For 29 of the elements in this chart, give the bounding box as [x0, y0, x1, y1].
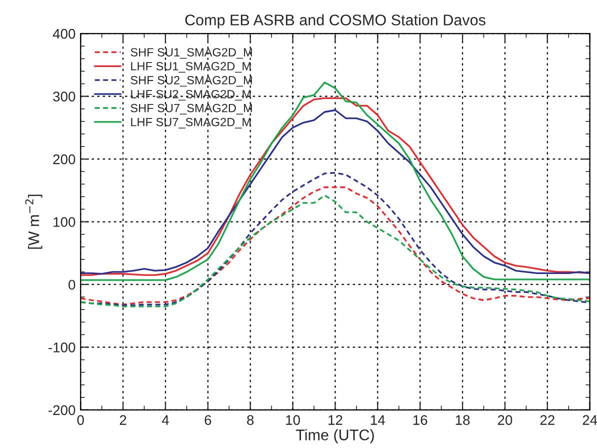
y-tick-label: -200 [48, 405, 76, 416]
x-tick-label: 8 [247, 415, 254, 425]
x-tick-label: 22 [540, 415, 554, 425]
x-tick-label: 24 [582, 415, 597, 425]
legend-label: SHF SU2_SMAG2D_M [130, 76, 252, 87]
x-tick-label: 18 [456, 415, 470, 425]
x-tick-label: 10 [286, 415, 300, 425]
y-tick-label: 100 [54, 217, 76, 227]
x-tick-label: 20 [498, 415, 512, 425]
legend-label: LHF SU7_SMAG2D_M [131, 118, 251, 128]
x-tick-label: 4 [162, 415, 169, 425]
x-tick-label: 14 [370, 415, 385, 425]
x-tick-label: 16 [413, 415, 428, 425]
legend-label: SHF SU7_SMAG2D_M [130, 104, 252, 114]
x-tick-label: 6 [204, 415, 212, 425]
y-axis-title: [W m$^{−2}$] [25, 194, 42, 249]
legend-label: SHF SU1_SMAG2D_M [130, 48, 252, 59]
legend-label: LHF SU2_SMAG2D_M [131, 90, 251, 101]
x-tick-label: 0 [77, 415, 84, 425]
x-tick-label: 12 [328, 415, 342, 425]
chart-title: Comp EB ASRB and COSMO Station Davos [185, 14, 486, 28]
y-tick-label: -100 [48, 342, 76, 352]
y-tick-label: 200 [53, 154, 76, 164]
legend-label: LHF SU1_SMAG2D_M [131, 62, 251, 73]
y-tick-label: 300 [53, 92, 76, 102]
x-tick-label: 2 [120, 415, 126, 425]
y-tick-label: 400 [52, 28, 76, 39]
y-tick-label: 0 [68, 280, 76, 290]
x-axis-title: Time (UTC) [296, 429, 374, 444]
